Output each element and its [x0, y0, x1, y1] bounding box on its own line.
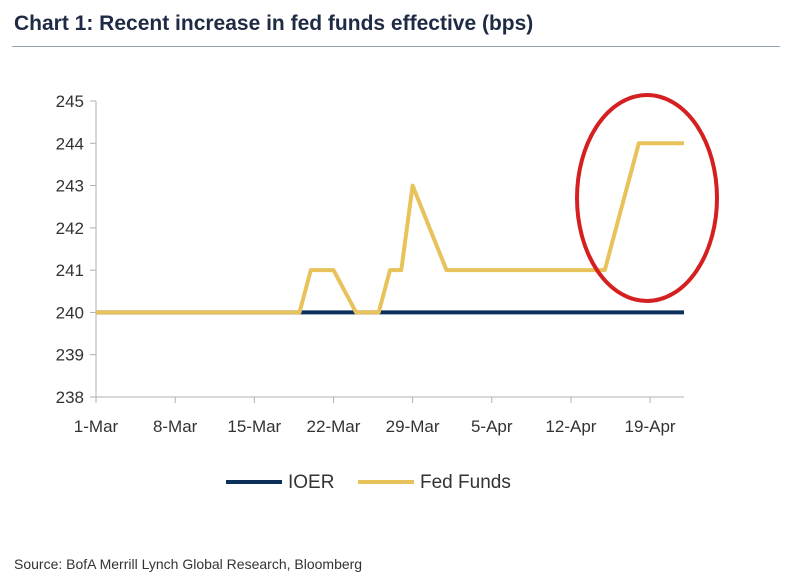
y-tick-label: 243: [56, 177, 84, 196]
x-tick-label: 19-Apr: [625, 417, 676, 436]
x-tick-label: 8-Mar: [153, 417, 198, 436]
y-tick-label: 245: [56, 92, 84, 111]
legend-label: Fed Funds: [420, 472, 511, 493]
x-tick-label: 5-Apr: [471, 417, 513, 436]
y-tick-label: 239: [56, 346, 84, 365]
series-line-fed-funds: [96, 141, 684, 315]
annotations: [575, 93, 719, 303]
y-tick-label: 240: [56, 303, 84, 322]
highlight-ellipse: [575, 93, 719, 303]
source-note: Source: BofA Merrill Lynch Global Resear…: [14, 556, 363, 572]
chart-title: Chart 1: Recent increase in fed funds ef…: [14, 12, 534, 35]
y-tick-label: 244: [56, 134, 84, 153]
x-tick-label: 12-Apr: [545, 417, 596, 436]
y-tick-label: 242: [56, 219, 84, 238]
legend: IOER Fed Funds: [226, 472, 511, 493]
x-tick-label: 1-Mar: [74, 417, 119, 436]
y-tick-label: 238: [56, 388, 84, 407]
title-divider: [12, 46, 780, 47]
x-tick-label: 15-Mar: [227, 417, 281, 436]
series-lines: [96, 141, 684, 315]
legend-label: IOER: [288, 472, 334, 493]
axes: 238 239 240 241 242 243 244 245 1-Mar 8-Mar 15-Mar…: [56, 92, 684, 436]
x-tick-label: 29-Mar: [386, 417, 440, 436]
x-tick-label: 22-Mar: [307, 417, 361, 436]
y-tick-label: 241: [56, 261, 84, 280]
